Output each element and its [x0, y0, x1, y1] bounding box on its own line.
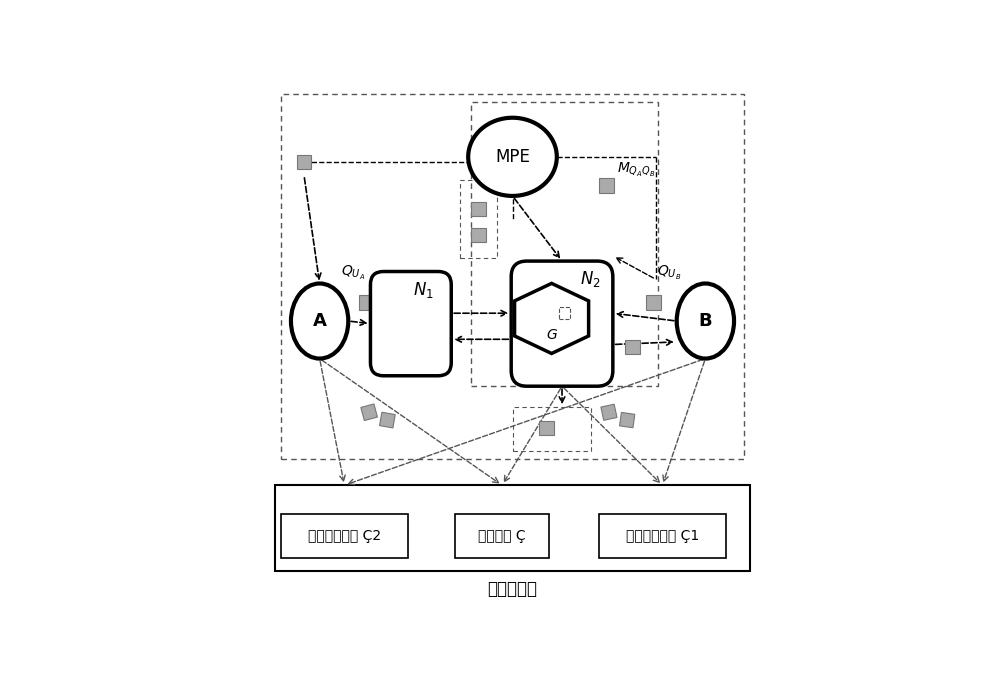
Ellipse shape [677, 284, 734, 359]
Polygon shape [620, 412, 635, 428]
Text: 交易凭证合约 Ç2: 交易凭证合约 Ç2 [308, 529, 381, 543]
Text: $M_{Q_AQ_B}$: $M_{Q_AQ_B}$ [617, 161, 655, 179]
Text: 交易凭证合约 Ç1: 交易凭证合约 Ç1 [626, 529, 699, 543]
Polygon shape [625, 340, 640, 354]
Polygon shape [601, 404, 617, 420]
Text: 区块链网络: 区块链网络 [488, 580, 538, 598]
Text: 可信合约 Ç: 可信合约 Ç [478, 529, 526, 543]
Polygon shape [471, 202, 486, 216]
FancyBboxPatch shape [370, 271, 451, 376]
Text: A: A [313, 312, 327, 330]
Text: $Q_{U_B}$: $Q_{U_B}$ [657, 264, 681, 282]
Polygon shape [559, 307, 570, 319]
Text: $N_1$: $N_1$ [413, 280, 434, 300]
Polygon shape [545, 307, 556, 319]
Text: B: B [699, 312, 712, 330]
Ellipse shape [291, 284, 348, 359]
Text: $N_2$: $N_2$ [580, 269, 601, 289]
Polygon shape [359, 295, 374, 310]
Bar [455, 514, 549, 559]
Polygon shape [361, 404, 377, 420]
Bar [599, 514, 726, 559]
Ellipse shape [468, 118, 557, 196]
Polygon shape [297, 155, 311, 169]
Polygon shape [539, 420, 554, 435]
Polygon shape [380, 412, 395, 428]
Polygon shape [646, 295, 661, 310]
Polygon shape [532, 307, 543, 319]
Bar [281, 514, 408, 559]
Bar [275, 485, 750, 571]
Text: $Q_{U_A}$: $Q_{U_A}$ [341, 264, 366, 282]
Text: $G$: $G$ [546, 328, 558, 342]
Polygon shape [515, 284, 589, 353]
FancyBboxPatch shape [511, 261, 613, 386]
Text: MPE: MPE [495, 148, 530, 166]
Polygon shape [471, 227, 486, 242]
Polygon shape [599, 178, 614, 193]
